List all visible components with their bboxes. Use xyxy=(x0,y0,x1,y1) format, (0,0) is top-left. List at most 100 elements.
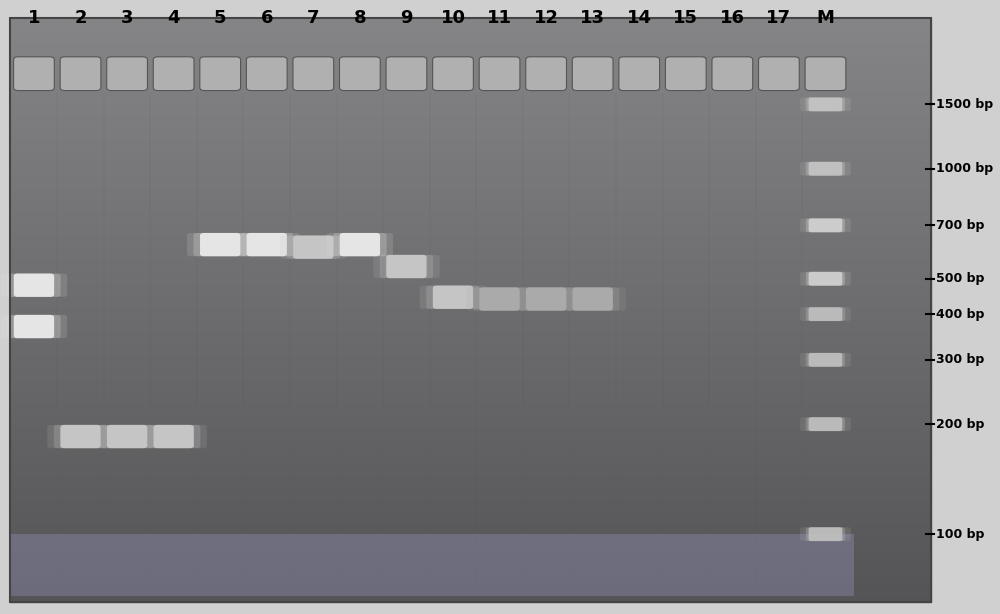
Text: 300 bp: 300 bp xyxy=(936,353,984,367)
Bar xyxy=(10,433,931,435)
Bar xyxy=(10,462,931,465)
Bar xyxy=(10,587,931,590)
Bar xyxy=(10,260,931,263)
FancyBboxPatch shape xyxy=(153,425,194,448)
Bar xyxy=(10,152,931,155)
Bar xyxy=(10,412,931,415)
FancyBboxPatch shape xyxy=(293,236,333,259)
Bar xyxy=(10,48,931,50)
FancyBboxPatch shape xyxy=(340,233,380,256)
FancyBboxPatch shape xyxy=(107,57,147,91)
Bar xyxy=(10,214,931,217)
FancyBboxPatch shape xyxy=(433,286,473,309)
FancyBboxPatch shape xyxy=(809,353,842,367)
Bar xyxy=(10,138,931,141)
FancyBboxPatch shape xyxy=(473,287,526,311)
Text: 2: 2 xyxy=(74,9,87,27)
Bar xyxy=(10,336,931,340)
FancyBboxPatch shape xyxy=(426,286,480,309)
Bar xyxy=(10,144,931,147)
Bar xyxy=(10,389,931,392)
FancyBboxPatch shape xyxy=(809,307,842,321)
Bar xyxy=(10,193,931,196)
FancyBboxPatch shape xyxy=(806,353,845,367)
Bar xyxy=(10,400,931,403)
FancyBboxPatch shape xyxy=(809,219,842,232)
FancyBboxPatch shape xyxy=(60,425,101,448)
Bar xyxy=(10,330,931,333)
FancyBboxPatch shape xyxy=(665,57,706,91)
Bar xyxy=(10,316,931,319)
Bar xyxy=(10,30,931,33)
FancyBboxPatch shape xyxy=(107,425,147,448)
Bar xyxy=(10,298,931,301)
Bar xyxy=(10,585,931,587)
Bar xyxy=(10,275,931,278)
Bar xyxy=(10,185,931,188)
Bar xyxy=(10,21,931,24)
FancyBboxPatch shape xyxy=(809,162,842,176)
Bar xyxy=(10,246,931,249)
Bar xyxy=(10,543,931,546)
Bar xyxy=(10,360,931,362)
Text: 3: 3 xyxy=(121,9,133,27)
Bar xyxy=(10,497,931,500)
FancyBboxPatch shape xyxy=(7,274,61,297)
Bar xyxy=(10,176,931,179)
Bar xyxy=(10,284,931,287)
Bar xyxy=(10,263,931,266)
FancyBboxPatch shape xyxy=(293,57,334,91)
Bar xyxy=(10,278,931,281)
FancyBboxPatch shape xyxy=(14,274,54,297)
FancyBboxPatch shape xyxy=(7,315,61,338)
Text: 200 bp: 200 bp xyxy=(936,418,984,430)
FancyBboxPatch shape xyxy=(809,418,842,431)
Bar xyxy=(10,546,931,550)
FancyBboxPatch shape xyxy=(479,57,520,91)
Bar xyxy=(10,515,931,517)
FancyBboxPatch shape xyxy=(479,287,520,311)
Text: 6: 6 xyxy=(260,9,273,27)
Bar xyxy=(10,235,931,237)
Bar xyxy=(10,520,931,523)
FancyBboxPatch shape xyxy=(333,233,387,256)
Bar xyxy=(10,240,931,243)
Bar xyxy=(10,231,931,235)
FancyBboxPatch shape xyxy=(572,287,613,311)
Bar xyxy=(10,132,931,135)
FancyBboxPatch shape xyxy=(619,57,660,91)
Bar xyxy=(10,575,931,578)
Bar xyxy=(10,170,931,173)
Bar xyxy=(10,80,931,83)
FancyBboxPatch shape xyxy=(809,98,842,111)
Bar xyxy=(10,319,931,322)
Bar xyxy=(10,188,931,190)
FancyBboxPatch shape xyxy=(806,527,845,541)
Bar xyxy=(10,383,931,386)
Bar xyxy=(10,269,931,272)
Bar xyxy=(10,395,931,398)
Bar xyxy=(10,252,931,255)
Bar xyxy=(10,322,931,325)
FancyBboxPatch shape xyxy=(806,272,845,286)
FancyBboxPatch shape xyxy=(809,527,842,541)
Bar xyxy=(10,398,931,400)
Bar xyxy=(10,68,931,71)
Bar xyxy=(10,295,931,298)
Bar xyxy=(10,71,931,74)
Bar xyxy=(10,500,931,502)
FancyBboxPatch shape xyxy=(800,527,851,541)
Text: 8: 8 xyxy=(354,9,366,27)
Bar xyxy=(10,301,931,305)
Bar xyxy=(10,196,931,200)
Text: 1000 bp: 1000 bp xyxy=(936,162,993,175)
FancyBboxPatch shape xyxy=(234,233,300,256)
Bar xyxy=(10,375,931,377)
Bar xyxy=(10,158,931,161)
Bar xyxy=(10,287,931,290)
Bar xyxy=(10,202,931,205)
Bar xyxy=(10,549,931,552)
Bar xyxy=(10,445,931,447)
Bar xyxy=(10,190,931,193)
Bar xyxy=(10,523,931,526)
